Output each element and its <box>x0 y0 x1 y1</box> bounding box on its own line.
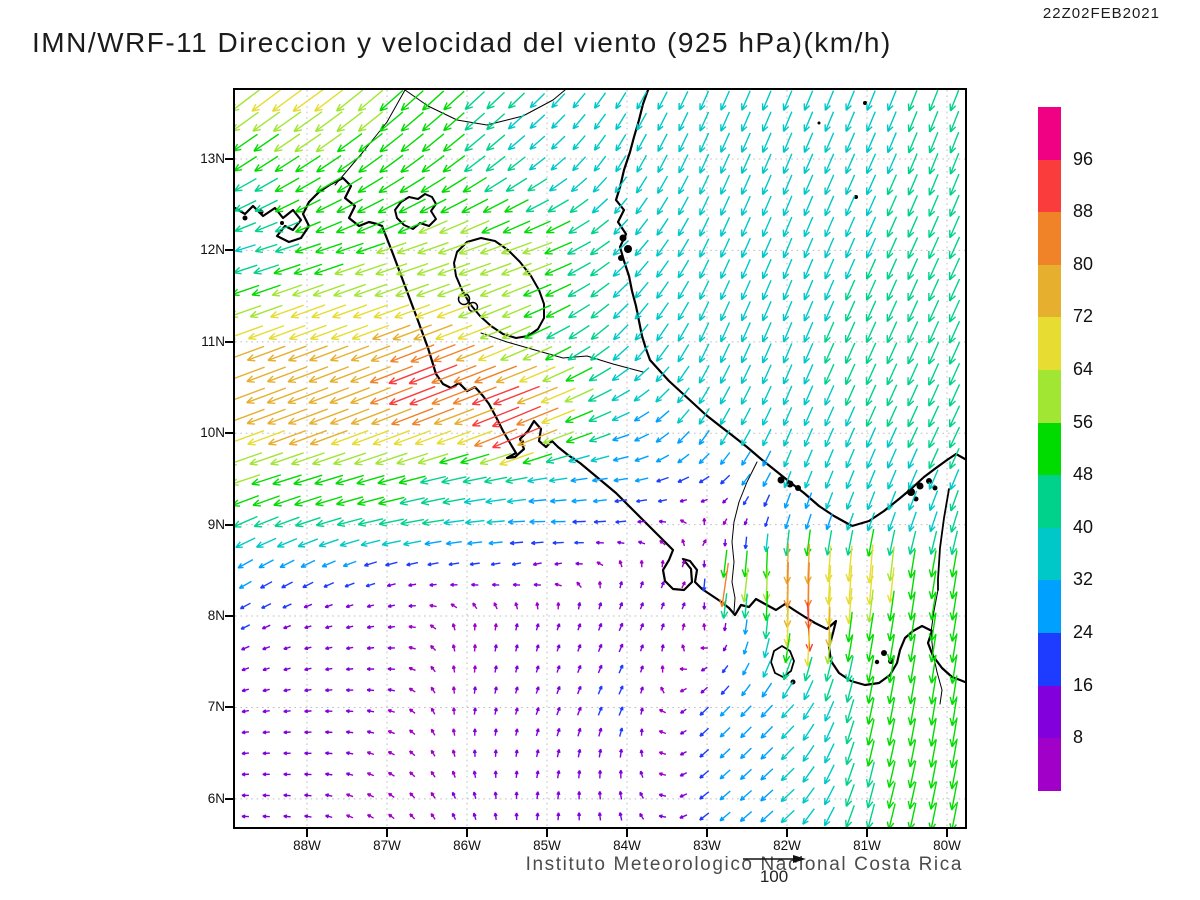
lon-tick-label: 86W <box>453 838 481 853</box>
colorbar-label: 96 <box>1073 148 1094 169</box>
colorbar-segment <box>1038 107 1061 160</box>
lat-tick-label: 13N <box>200 151 225 166</box>
colorbar-segment <box>1038 159 1061 213</box>
colorbar-label: 32 <box>1073 569 1094 590</box>
lon-tick-label: 80W <box>933 838 961 853</box>
lon-tick-label: 83W <box>693 838 721 853</box>
colorbar-segment <box>1038 475 1061 528</box>
lon-tick <box>546 829 548 837</box>
lat-tick <box>225 432 233 435</box>
lon-tick <box>386 829 388 837</box>
colorbar-segment <box>1038 317 1061 370</box>
colorbar-segment <box>1038 580 1061 633</box>
lon-tick <box>866 829 868 837</box>
colorbar-segment <box>1038 632 1061 686</box>
colorbar-label: 48 <box>1073 464 1094 485</box>
lat-tick-label: 9N <box>207 516 225 532</box>
lon-tick <box>466 829 468 837</box>
lon-tick <box>706 829 708 837</box>
lon-tick <box>626 829 628 837</box>
lat-tick-label: 11N <box>201 333 225 349</box>
wind-speed-colorbar <box>1038 107 1061 791</box>
forecast-timestamp: 22Z02FEB2021 <box>1042 5 1160 22</box>
reference-vector-label: 100 <box>759 867 789 886</box>
colorbar-label: 64 <box>1073 359 1094 379</box>
lat-tick <box>225 249 233 252</box>
colorbar-segment <box>1038 369 1061 423</box>
colorbar-segment <box>1038 527 1061 581</box>
lon-tick-label: 85W <box>533 838 561 853</box>
lat-tick <box>225 523 233 526</box>
colorbar-segment <box>1038 738 1061 791</box>
colorbar-segment <box>1038 264 1061 318</box>
colorbar-label: 56 <box>1073 411 1094 432</box>
colorbar-label: 40 <box>1073 516 1094 537</box>
lon-tick-label: 84W <box>613 838 641 853</box>
lon-tick <box>946 829 948 837</box>
lon-tick-label: 82W <box>773 838 801 853</box>
colorbar-segment <box>1038 422 1061 476</box>
reference-vector-arrow <box>743 855 806 863</box>
lat-tick <box>225 706 233 709</box>
colorbar-segment <box>1038 685 1061 739</box>
lat-tick <box>225 797 233 800</box>
lon-tick-label: 81W <box>853 838 881 853</box>
lat-tick <box>225 615 233 618</box>
wind-vector-map <box>235 90 965 827</box>
lon-tick-label: 87W <box>373 838 401 853</box>
institute-caption: Instituto Meteorologico Nacional Costa R… <box>525 854 963 875</box>
lat-tick-label: 10N <box>200 425 225 441</box>
colorbar-label: 24 <box>1073 622 1094 642</box>
lat-tick <box>225 340 233 343</box>
lon-tick <box>786 829 788 837</box>
lat-tick-label: 8N <box>207 608 225 624</box>
colorbar-segment <box>1038 212 1061 265</box>
lon-tick-label: 88W <box>293 838 321 853</box>
lat-tick <box>225 158 233 160</box>
colorbar-label: 72 <box>1073 306 1094 327</box>
lat-tick-label: 7N <box>207 699 225 715</box>
colorbar-label: 16 <box>1073 674 1094 695</box>
lat-tick-label: 6N <box>207 790 225 806</box>
colorbar-label: 80 <box>1073 253 1094 274</box>
page-title: IMN/WRF-11 Direccion y velocidad del vie… <box>32 27 892 58</box>
lon-tick <box>306 829 308 837</box>
lat-tick-label: 12N <box>200 242 225 258</box>
colorbar-label: 8 <box>1073 727 1084 748</box>
map-plot-area: 13N 12N 11N 10N 9N 8N 7N 6N 88W 87W 86W 85W 84W 83W 82… <box>200 88 967 853</box>
colorbar-label: 88 <box>1073 201 1094 222</box>
